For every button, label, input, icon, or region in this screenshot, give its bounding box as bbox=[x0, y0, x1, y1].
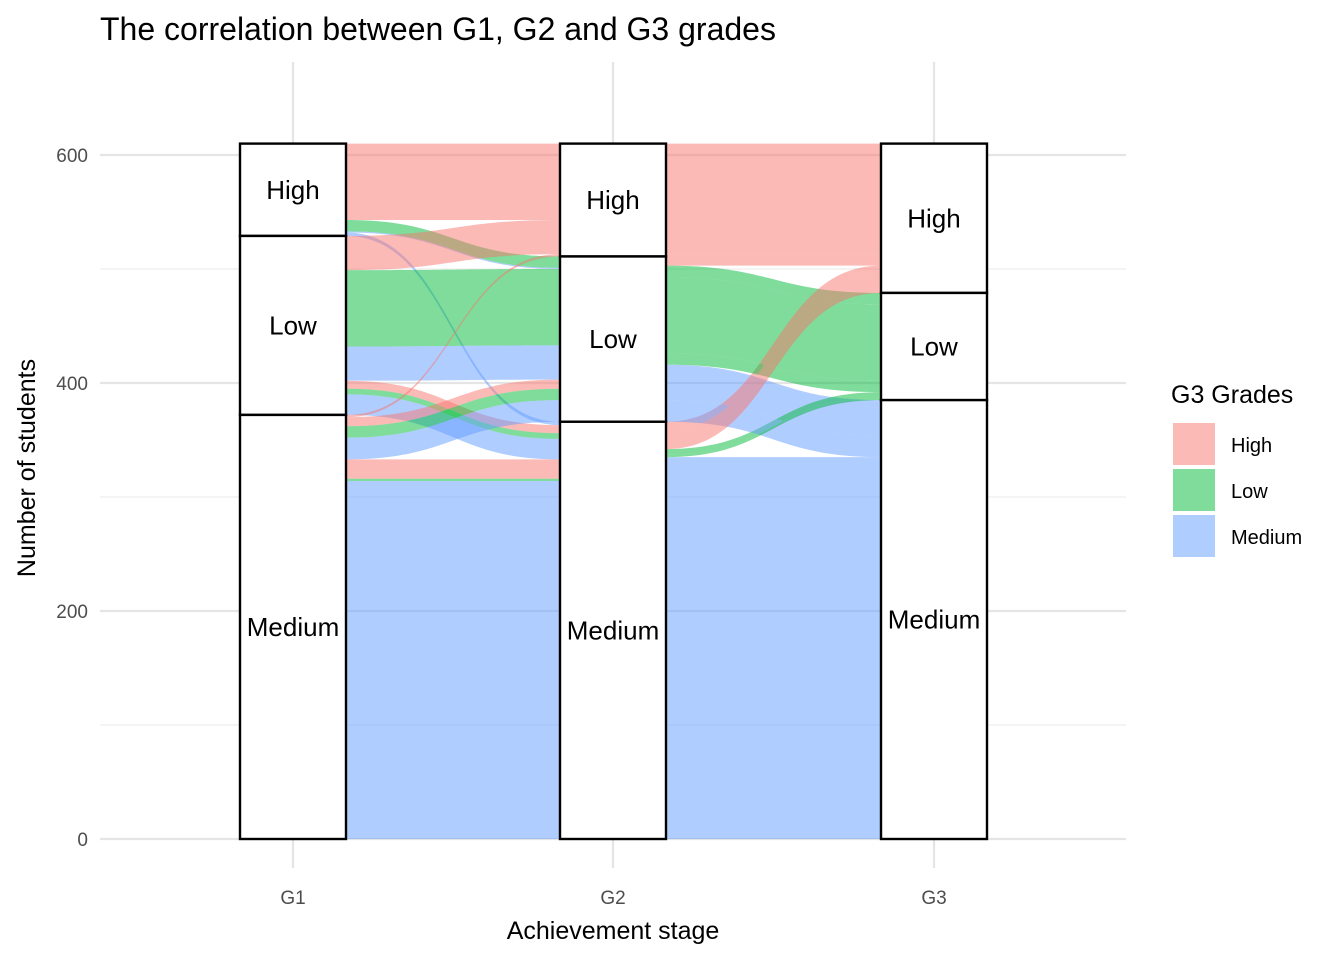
stratum-g2-low bbox=[558, 255, 668, 423]
flow-g1-medium-to-g2-low bbox=[346, 388, 560, 438]
stratum-g1-low bbox=[238, 234, 348, 417]
legend-label: High bbox=[1231, 435, 1272, 457]
flow-g2-medium-to-g3-medium bbox=[666, 460, 881, 482]
stratum-g1-high bbox=[238, 142, 348, 238]
x-axis-title: Achievement stage bbox=[507, 917, 720, 945]
flow-g1-high-to-g2-high bbox=[346, 143, 560, 220]
flow-g1-medium-to-g2-medium bbox=[346, 478, 560, 482]
y-axis-title: Number of students bbox=[13, 359, 41, 577]
strata: High Low Medium High Low Medium High Low Medium bbox=[238, 142, 989, 841]
flow-g2-medium-to-g3-medium bbox=[666, 457, 881, 461]
flow-g2-medium-to-g3-high bbox=[666, 273, 881, 450]
y-tick-label: 600 bbox=[56, 146, 88, 167]
stratum-label: Low bbox=[910, 332, 958, 362]
flow-g1-low-to-g2-low bbox=[346, 345, 560, 381]
stratum-label: High bbox=[266, 175, 319, 205]
flow-g1-medium-to-g2-medium bbox=[346, 459, 560, 479]
stratum-label: Medium bbox=[888, 605, 980, 635]
legend-key-low bbox=[1173, 469, 1215, 511]
stratum-g2-high bbox=[558, 142, 668, 258]
flow-g2-high-to-g3-high bbox=[666, 143, 881, 220]
y-tick-label: 0 bbox=[77, 830, 88, 851]
stratum-label: Low bbox=[269, 310, 317, 340]
stratum-label: Medium bbox=[247, 612, 339, 642]
flows bbox=[346, 143, 881, 839]
flow-g1-low-to-g2-high bbox=[346, 219, 560, 271]
x-tick-label: G3 bbox=[921, 888, 946, 909]
flow-g1-medium-to-g2-low bbox=[346, 379, 560, 427]
flow-g2-low-to-g3-high bbox=[666, 256, 881, 266]
legend-key-medium bbox=[1173, 515, 1215, 557]
y-tick-label: 200 bbox=[56, 602, 88, 623]
flow-g2-medium-to-g3-high bbox=[666, 265, 881, 430]
flow-g2-medium-to-g3-medium bbox=[666, 481, 881, 839]
flow-g1-medium-to-g2-medium bbox=[346, 481, 560, 839]
x-tick-label: G2 bbox=[600, 888, 625, 909]
chart-title: The correlation between G1, G2 and G3 gr… bbox=[100, 11, 776, 47]
flow-g2-low-to-g3-low bbox=[666, 353, 881, 393]
legend-label: Medium bbox=[1231, 527, 1302, 549]
stratum-label: High bbox=[586, 185, 639, 215]
flow-g2-high-to-g3-high bbox=[666, 254, 881, 257]
stratum-g2-medium bbox=[558, 420, 668, 841]
legend-title: G3 Grades bbox=[1171, 381, 1293, 409]
flow-g2-low-to-g3-medium bbox=[666, 365, 881, 436]
legend-key-high bbox=[1173, 423, 1215, 465]
flow-g2-low-to-g3-medium bbox=[666, 364, 881, 402]
stratum-g3-medium bbox=[879, 398, 989, 841]
legend: G3 Grades High Low Medium bbox=[1171, 381, 1302, 557]
stratum-label: Medium bbox=[567, 615, 659, 645]
flow-g2-high-to-g3-high bbox=[666, 219, 881, 255]
flow-g1-low-to-g2-low bbox=[346, 269, 560, 347]
stratum-label: High bbox=[907, 203, 960, 233]
flow-g1-medium-to-g2-low bbox=[346, 400, 560, 460]
x-tick-label: G1 bbox=[280, 888, 305, 909]
x-axis: G1 G2 G3 bbox=[280, 888, 946, 909]
y-axis: 0 200 400 600 bbox=[56, 146, 88, 851]
y-tick-label: 400 bbox=[56, 374, 88, 395]
stratum-g1-medium bbox=[238, 413, 348, 841]
flow-g2-medium-to-g3-low bbox=[666, 397, 881, 458]
stratum-label: Low bbox=[589, 324, 637, 354]
legend-label: Low bbox=[1231, 481, 1268, 503]
flow-g1-medium-to-g2-high bbox=[346, 254, 560, 418]
